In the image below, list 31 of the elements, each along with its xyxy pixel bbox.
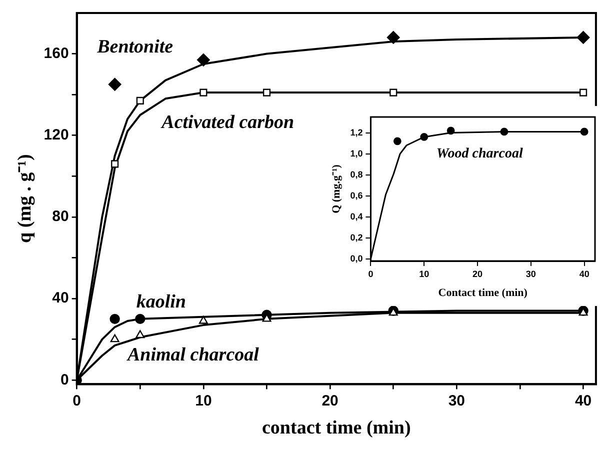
x-tick-label: 20: [472, 268, 483, 279]
x-tick-label: 0: [368, 268, 374, 279]
x-tick-label: 20: [322, 392, 338, 410]
y-tick-label: 160: [44, 44, 69, 62]
y-tick-label: 0,4: [350, 211, 363, 222]
series-label: Wood charcoal: [436, 146, 523, 162]
y-tick-label: 0,2: [350, 232, 363, 242]
x-tick-label: 40: [574, 392, 592, 410]
y-tick-label: 0,0: [350, 253, 363, 264]
y-tick-label: 0,8: [350, 169, 363, 180]
x-tick-label: 40: [579, 268, 590, 279]
x-tick-label: 10: [195, 392, 212, 410]
x-axis-title: contact time (min): [262, 418, 411, 439]
y-axis-title: Q (mg.g⁻¹): [330, 164, 342, 214]
x-tick-label: 30: [526, 268, 536, 279]
series-label: Activated carbon: [160, 112, 294, 134]
y-axis-title: q (mg . g⁻¹): [14, 154, 36, 243]
y-tick-label: 1,2: [350, 127, 363, 138]
x-tick-label: 30: [448, 392, 466, 410]
x-tick-label: 10: [419, 268, 430, 279]
y-tick-label: 40: [52, 290, 69, 307]
y-tick-label: 0,6: [350, 190, 363, 200]
y-tick-label: 1,0: [350, 148, 363, 158]
y-tick-label: 0: [60, 371, 69, 388]
y-tick-label: 80: [52, 208, 69, 226]
series-label: Animal charcoal: [126, 344, 260, 366]
y-tick-label: 120: [44, 126, 69, 144]
x-tick-label: 0: [72, 392, 81, 410]
x-axis-title: Contact time (min): [438, 287, 528, 300]
series-label: kaolin: [136, 292, 186, 313]
series-label: Bentonite: [96, 36, 174, 58]
